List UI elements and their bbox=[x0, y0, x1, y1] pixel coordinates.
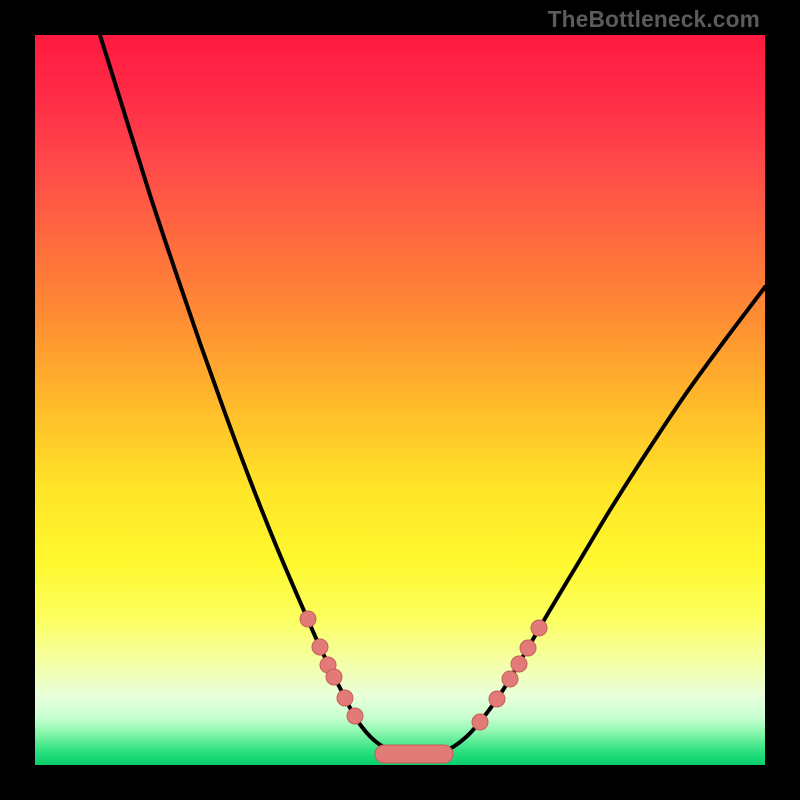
curve-marker-dot bbox=[472, 714, 488, 730]
curve-marker-dot bbox=[326, 669, 342, 685]
well-curve bbox=[100, 35, 765, 755]
marker-group bbox=[300, 611, 547, 763]
curve-marker-dot bbox=[520, 640, 536, 656]
watermark-text: TheBottleneck.com bbox=[548, 6, 760, 33]
curve-marker-dot bbox=[312, 639, 328, 655]
curve-marker-dot bbox=[347, 708, 363, 724]
curve-layer bbox=[35, 35, 765, 765]
curve-marker-dot bbox=[337, 690, 353, 706]
curve-marker-dot bbox=[300, 611, 316, 627]
curve-marker-dot bbox=[489, 691, 505, 707]
valley-pill-marker bbox=[375, 745, 453, 763]
chart-frame: TheBottleneck.com bbox=[0, 0, 800, 800]
plot-area bbox=[35, 35, 765, 765]
curve-marker-dot bbox=[502, 671, 518, 687]
curve-marker-dot bbox=[531, 620, 547, 636]
curve-marker-dot bbox=[511, 656, 527, 672]
